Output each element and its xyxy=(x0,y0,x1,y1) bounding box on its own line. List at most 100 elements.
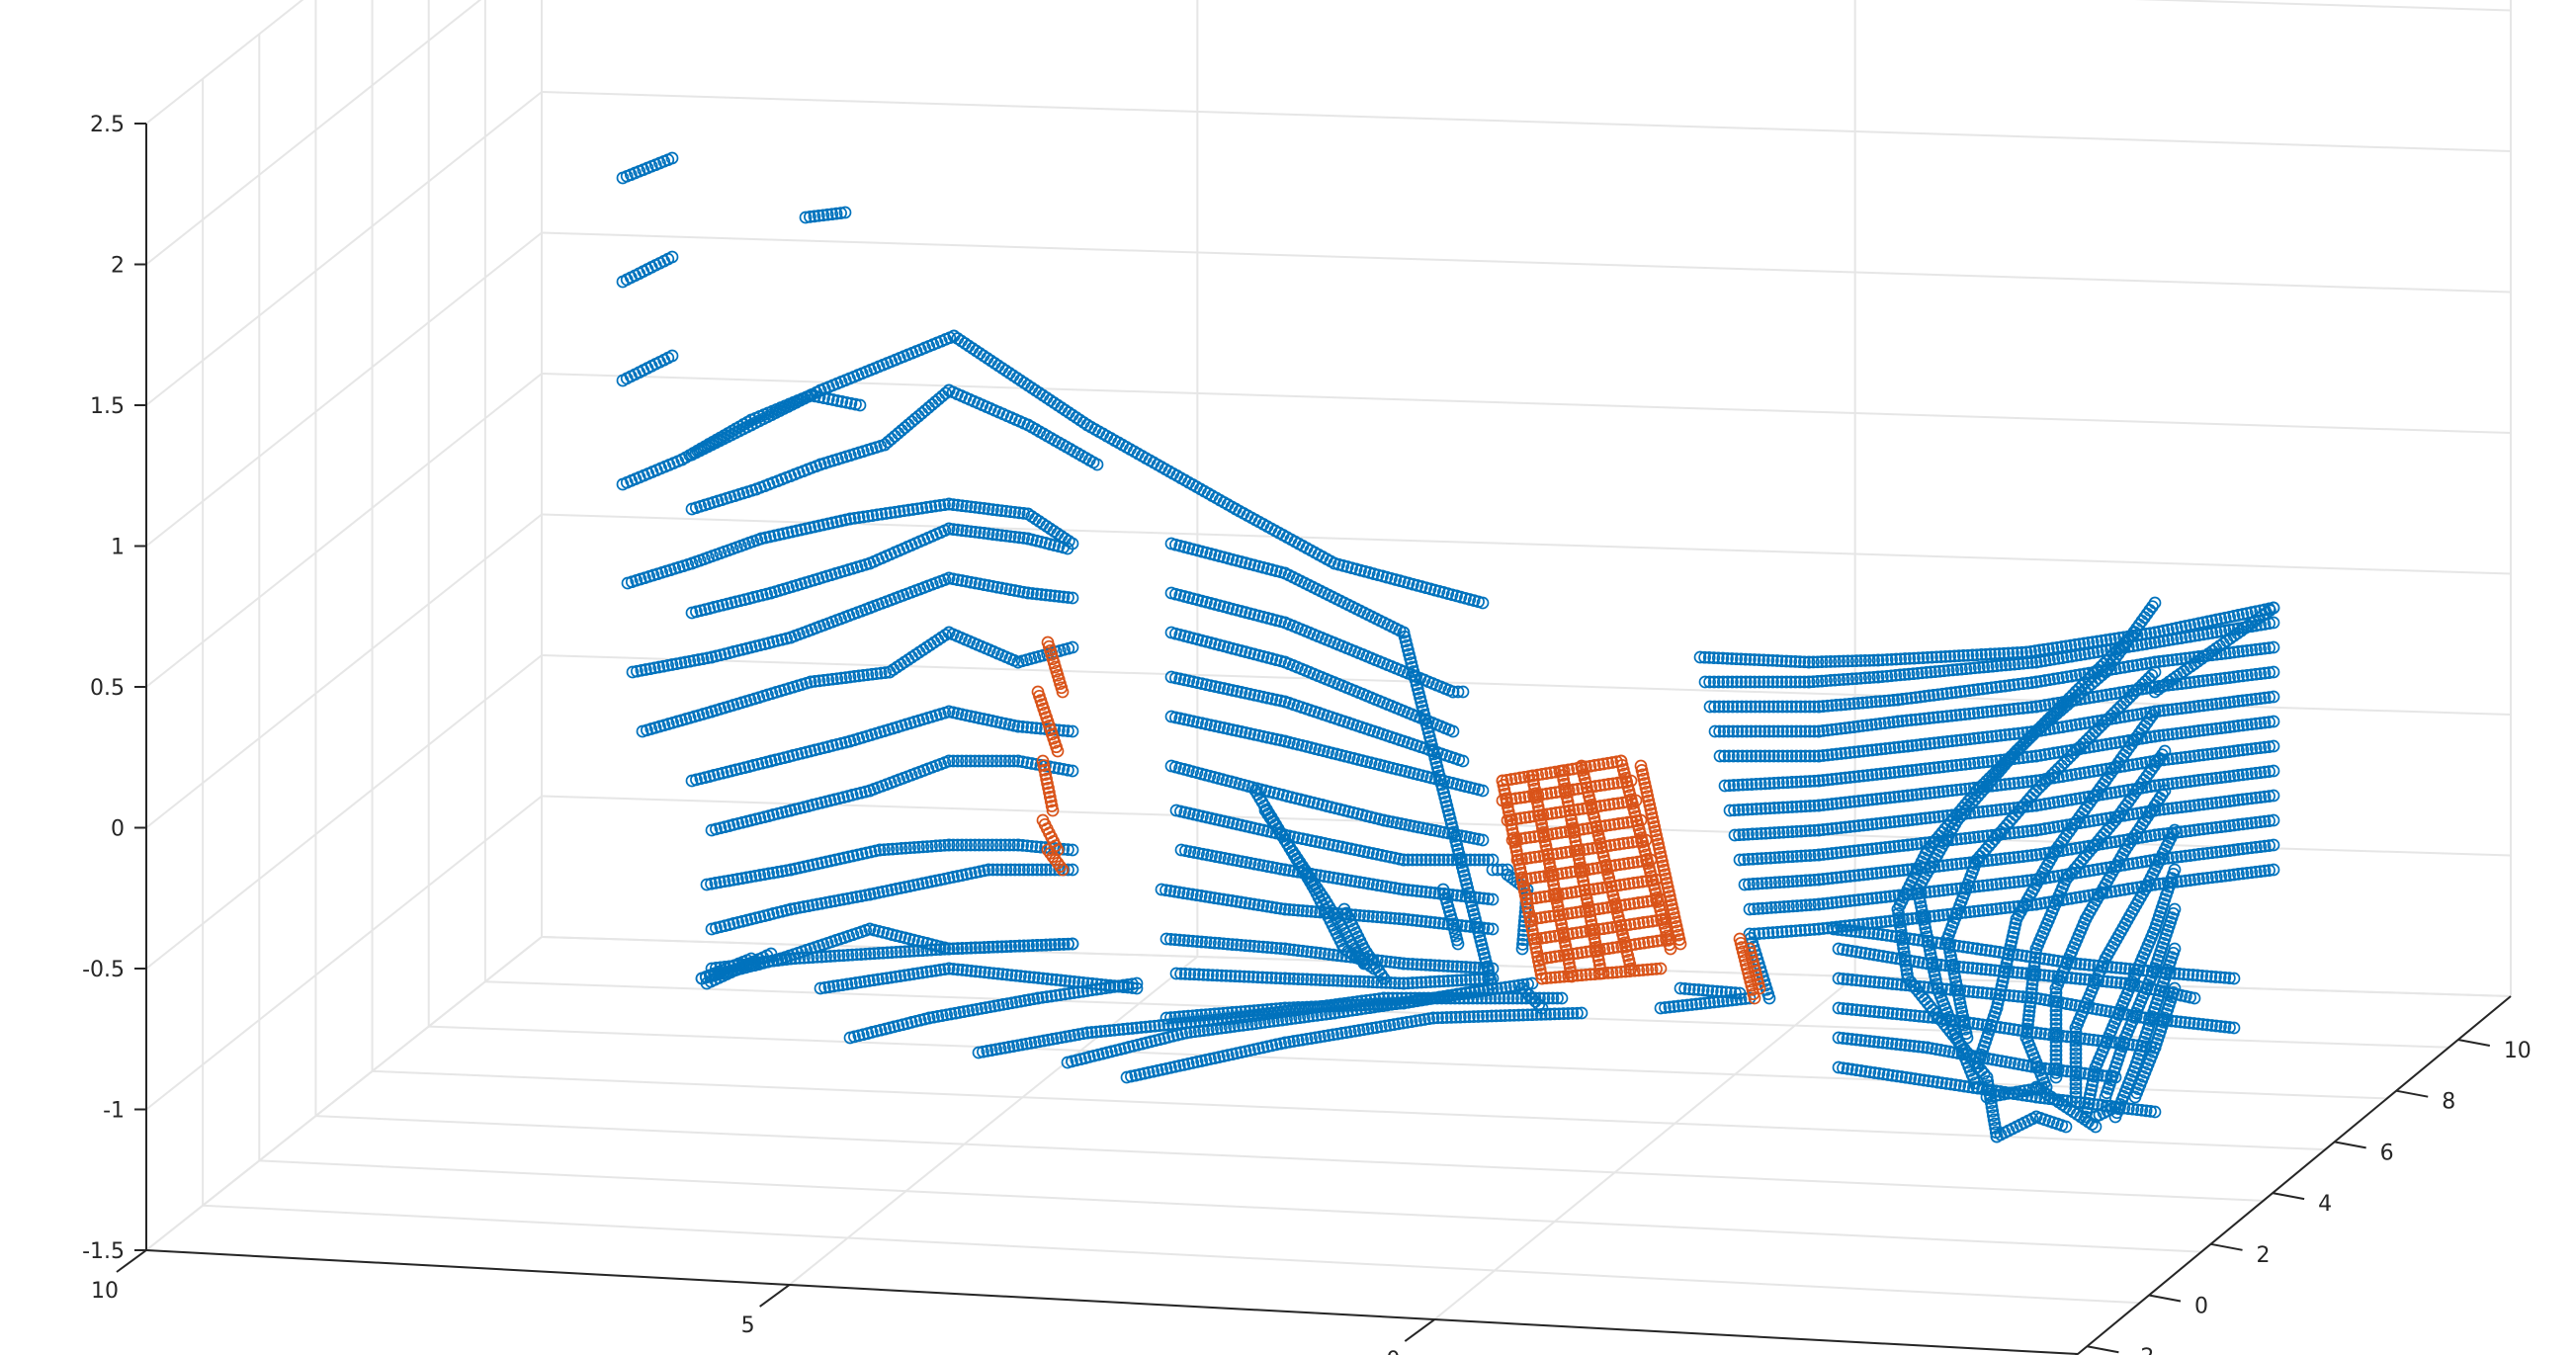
scan-point xyxy=(1754,700,1766,714)
scan-point xyxy=(1249,1017,1262,1030)
scan-point xyxy=(2161,678,2175,692)
scan-point xyxy=(1397,912,1411,926)
scan-point xyxy=(757,868,771,882)
scan-point xyxy=(2205,648,2219,662)
scan-point xyxy=(1213,720,1227,733)
scan-point xyxy=(1971,683,1985,696)
scan-point xyxy=(1698,996,1712,1010)
scan-point xyxy=(723,874,735,888)
scan-point xyxy=(1423,975,1437,988)
scan-point xyxy=(2082,646,2096,660)
scan-point xyxy=(1269,693,1283,707)
scan-point xyxy=(1718,749,1731,763)
scan-point xyxy=(1873,717,1887,730)
scan-point xyxy=(828,853,842,867)
scan-point xyxy=(1712,675,1726,689)
scan-point xyxy=(1428,974,1441,988)
scan-point xyxy=(933,964,947,976)
scan-point xyxy=(1975,648,1988,661)
scan-point xyxy=(1210,1022,1224,1036)
scan-point xyxy=(2184,676,2196,689)
scan-point xyxy=(1296,973,1310,986)
scan-point xyxy=(1980,705,1994,719)
scan-point xyxy=(1522,988,1536,1002)
scan-point xyxy=(1252,858,1266,872)
scan-point xyxy=(2166,633,2180,646)
scan-point xyxy=(1072,1028,1085,1041)
scan-point xyxy=(978,941,991,954)
scan-point xyxy=(859,889,872,902)
scan-point xyxy=(898,969,911,982)
scan-point xyxy=(2205,673,2219,687)
scan-point xyxy=(995,863,1008,877)
scan-point xyxy=(1291,1001,1305,1014)
scan-point xyxy=(1362,975,1375,988)
scan-point xyxy=(836,892,850,906)
scan-point xyxy=(1411,914,1423,927)
scan-point xyxy=(929,839,943,853)
scan-point xyxy=(2012,702,2025,716)
scan-point xyxy=(1169,671,1182,685)
scan-point xyxy=(1932,688,1944,702)
scan-point xyxy=(999,940,1013,954)
scan-point xyxy=(853,975,867,989)
scan-point xyxy=(1858,654,1872,667)
scan-point xyxy=(892,427,905,440)
back-wall-gridline xyxy=(541,654,2512,716)
scan-point xyxy=(911,878,925,891)
scan-point xyxy=(1472,1010,1485,1023)
scan-point xyxy=(1703,700,1717,714)
scan-point xyxy=(1247,688,1261,702)
floor-gridline xyxy=(541,936,2512,997)
scan-point xyxy=(867,974,881,987)
scan-point xyxy=(771,866,784,879)
scan-point xyxy=(915,406,928,420)
scan-point xyxy=(1260,730,1274,744)
scan-point xyxy=(1437,853,1450,867)
scan-point xyxy=(1247,940,1261,953)
scan-point xyxy=(1767,749,1780,763)
scan-point xyxy=(1040,990,1054,1003)
scan-point xyxy=(1458,1010,1472,1024)
scan-point xyxy=(1761,675,1775,689)
scan-point xyxy=(766,954,780,968)
scan-point xyxy=(848,511,861,525)
scan-point xyxy=(1415,958,1428,972)
scan-point xyxy=(1151,1063,1164,1077)
scan-point xyxy=(1770,654,1784,667)
scan-point xyxy=(1379,1019,1392,1033)
scan-point xyxy=(861,509,875,523)
scan-point xyxy=(1269,1038,1283,1052)
scan-point xyxy=(1464,961,1477,974)
scan-point xyxy=(1477,983,1491,996)
scan-point xyxy=(1305,834,1319,847)
scan-point xyxy=(768,529,781,543)
scan-point xyxy=(1199,1008,1213,1022)
scan-point xyxy=(1393,852,1406,866)
scan-point xyxy=(1428,959,1441,973)
scan-point xyxy=(1962,684,1976,698)
scan-point xyxy=(2245,643,2259,657)
scan-point xyxy=(1716,651,1730,665)
scan-point xyxy=(714,876,727,889)
scan-point xyxy=(1735,675,1748,689)
scan-point xyxy=(1035,863,1049,877)
scan-point xyxy=(1825,722,1839,736)
scan-point xyxy=(960,964,974,977)
scan-point xyxy=(1221,937,1235,951)
scan-point xyxy=(1889,668,1903,682)
scan-point xyxy=(1153,1019,1166,1033)
scan-point xyxy=(1135,1021,1148,1034)
scan-point xyxy=(2175,677,2189,691)
scan-point xyxy=(1927,711,1940,724)
scan-point xyxy=(1027,992,1040,1006)
scan-point xyxy=(1390,816,1404,829)
scan-point xyxy=(903,841,916,855)
scan-point xyxy=(793,900,807,914)
scan-point xyxy=(1486,853,1500,867)
scan-point xyxy=(951,523,965,537)
scan-point xyxy=(995,968,1009,981)
scan-point xyxy=(1004,863,1017,877)
scan-point xyxy=(1432,853,1446,867)
scan-point xyxy=(2209,626,2223,638)
